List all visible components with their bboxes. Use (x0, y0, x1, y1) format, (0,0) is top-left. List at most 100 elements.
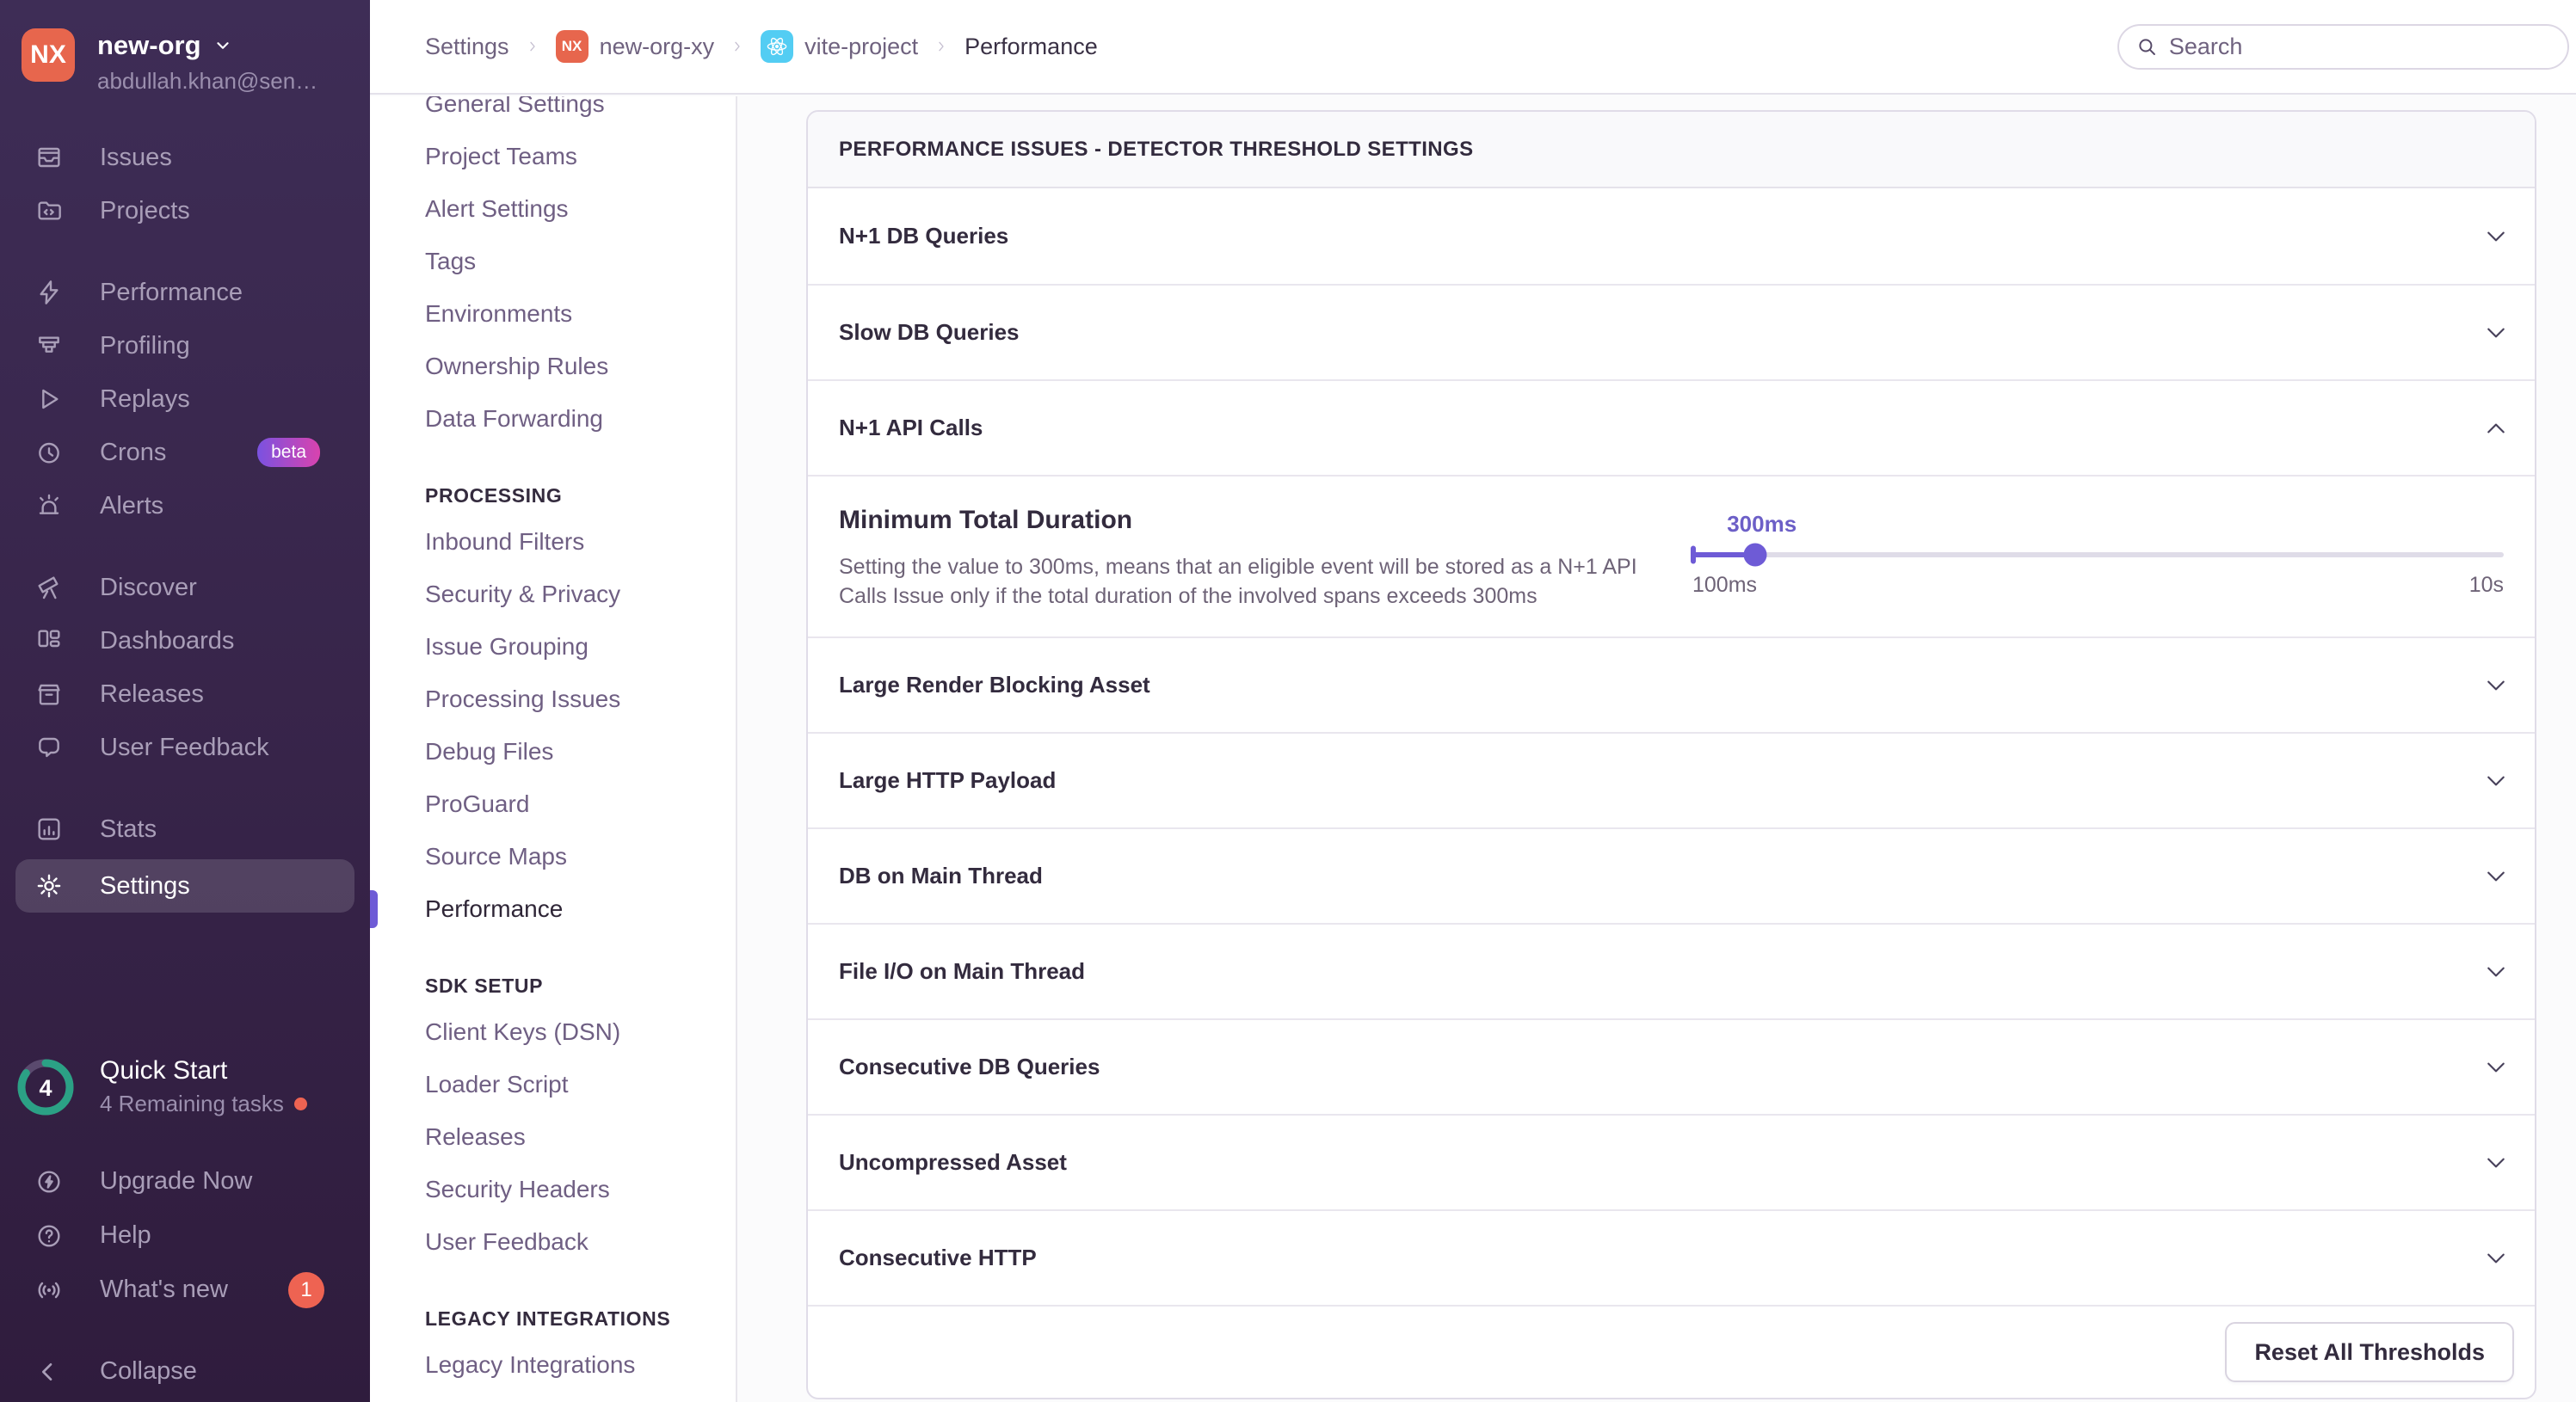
sidebar-item-crons[interactable]: Crons beta (0, 426, 370, 479)
settings-nav-processing-issues[interactable]: Processing Issues (425, 685, 621, 712)
sidebar-item-label: User Feedback (100, 733, 269, 761)
breadcrumb-current-page: Performance (964, 33, 1098, 59)
chevron-down-icon (2487, 967, 2505, 976)
quick-start-panel[interactable]: 4 Quick Start 4 Remaining tasks (0, 1056, 370, 1117)
notification-dot (293, 1098, 307, 1110)
accordion-row-db-on-main-thread[interactable]: DB on Main Thread (808, 827, 2535, 923)
react-project-icon (761, 30, 794, 63)
accordion-row-large-render-blocking-asset[interactable]: Large Render Blocking Asset (808, 636, 2535, 732)
sidebar-collapse-button[interactable]: Collapse (0, 1344, 370, 1399)
settings-nav-alert-settings[interactable]: Alert Settings (425, 194, 569, 222)
breadcrumb: Settings NX new-org-xy vite-project Perf… (425, 30, 1098, 63)
breadcrumb-settings[interactable]: Settings (425, 33, 509, 59)
slider-handle[interactable] (1743, 543, 1767, 567)
sidebar-item-issues[interactable]: Issues (0, 131, 370, 184)
row-label: N+1 API Calls (839, 415, 983, 440)
quick-start-progress-ring: 4 (17, 1059, 74, 1115)
settings-nav-performance[interactable]: Performance (425, 882, 736, 935)
settings-nav-proguard[interactable]: ProGuard (425, 790, 530, 817)
reset-all-thresholds-button[interactable]: Reset All Thresholds (2225, 1322, 2514, 1382)
breadcrumb-project[interactable]: vite-project (761, 30, 918, 63)
search-input[interactable] (2168, 33, 2550, 60)
settings-nav-source-maps[interactable]: Source Maps (425, 842, 567, 870)
settings-nav-security-headers[interactable]: Security Headers (425, 1175, 610, 1202)
org-avatar: NX (22, 28, 75, 82)
settings-nav-issue-grouping[interactable]: Issue Grouping (425, 632, 589, 660)
settings-nav-loader-script[interactable]: Loader Script (425, 1070, 569, 1098)
sidebar-item-user-feedback[interactable]: User Feedback (0, 721, 370, 774)
accordion-row-slow-db-queries[interactable]: Slow DB Queries (808, 284, 2535, 379)
sidebar-item-settings[interactable]: Settings (15, 859, 354, 913)
main-content: PERFORMANCE ISSUES - DETECTOR THRESHOLD … (737, 96, 2576, 1402)
sidebar-item-label: Alerts (100, 491, 164, 520)
dashboards-icon (38, 630, 60, 648)
chevron-down-icon (216, 42, 229, 49)
sidebar-item-projects[interactable]: Projects (0, 184, 370, 237)
slider-track[interactable] (1691, 543, 2504, 567)
settings-nav-environments[interactable]: Environments (425, 299, 573, 327)
chevron-down-icon (2487, 871, 2505, 881)
sidebar-item-stats[interactable]: Stats (0, 802, 370, 856)
replays-icon (42, 389, 59, 409)
settings-nav-data-forwarding[interactable]: Data Forwarding (425, 404, 603, 432)
accordion-row-large-http-payload[interactable]: Large HTTP Payload (808, 732, 2535, 827)
issues-icon (38, 147, 60, 168)
sidebar-item-help[interactable]: Help (0, 1208, 370, 1263)
sidebar-item-label: Collapse (100, 1357, 197, 1385)
breadcrumb-separator-icon (939, 41, 944, 52)
accordion-row-file-io-on-main-thread[interactable]: File I/O on Main Thread (808, 923, 2535, 1018)
settings-nav-inbound-filters[interactable]: Inbound Filters (425, 527, 585, 555)
row-label: N+1 DB Queries (839, 223, 1009, 249)
settings-nav-project-teams[interactable]: Project Teams (425, 142, 577, 169)
accordion-row-n1-db-queries[interactable]: N+1 DB Queries (808, 188, 2535, 284)
slider-fill (1692, 552, 1755, 557)
sidebar-item-profiling[interactable]: Profiling (0, 319, 370, 372)
sidebar-item-label: Settings (100, 871, 190, 900)
accordion-row-uncompressed-asset[interactable]: Uncompressed Asset (808, 1114, 2535, 1209)
sidebar-item-alerts[interactable]: Alerts (0, 479, 370, 532)
chevron-down-icon (2487, 1158, 2505, 1167)
slider-max-label: 10s (2468, 573, 2504, 597)
crons-icon (39, 442, 59, 464)
settings-nav-security-privacy[interactable]: Security & Privacy (425, 580, 621, 607)
settings-nav-general-settings[interactable]: General Settings (425, 96, 605, 117)
settings-nav-user-feedback[interactable]: User Feedback (425, 1227, 589, 1255)
alerts-icon (39, 494, 59, 514)
upgrade-icon (38, 1170, 60, 1193)
chevron-up-icon (2487, 423, 2505, 433)
org-avatar-initials: NX (30, 40, 66, 69)
profiling-icon (39, 336, 59, 353)
accordion-row-consecutive-http[interactable]: Consecutive HTTP (808, 1209, 2535, 1305)
quick-start-count: 4 (39, 1075, 52, 1101)
settings-secondary-nav: General Settings Project Teams Alert Set… (370, 96, 737, 1402)
accordion-row-n1-api-calls[interactable]: N+1 API Calls (808, 379, 2535, 475)
settings-nav-ownership-rules[interactable]: Ownership Rules (425, 352, 609, 379)
sidebar-item-replays[interactable]: Replays (0, 372, 370, 426)
chevron-down-icon (2487, 328, 2505, 337)
sidebar-item-releases[interactable]: Releases (0, 667, 370, 721)
sidebar-item-dashboards[interactable]: Dashboards (0, 614, 370, 667)
org-user-email: abdullah.khan@sen… (97, 68, 318, 94)
settings-nav-client-keys[interactable]: Client Keys (DSN) (425, 1018, 621, 1045)
sidebar-item-discover[interactable]: Discover (0, 561, 370, 614)
discover-icon (38, 576, 59, 600)
settings-nav-tags[interactable]: Tags (425, 247, 477, 274)
breadcrumb-organization[interactable]: NX new-org-xy (555, 30, 714, 63)
sidebar-item-performance[interactable]: Performance (0, 266, 370, 319)
broadcast-icon (38, 1282, 60, 1298)
org-switcher[interactable]: NX new-org abdullah.khan@sen… (0, 0, 370, 95)
sidebar-item-whats-new[interactable]: What's new 1 (0, 1263, 370, 1317)
settings-nav-releases[interactable]: Releases (425, 1122, 526, 1150)
panel-header: PERFORMANCE ISSUES - DETECTOR THRESHOLD … (808, 112, 2535, 188)
performance-icon (40, 280, 59, 304)
settings-nav-legacy-integrations[interactable]: Legacy Integrations (425, 1350, 636, 1378)
search-icon (2139, 38, 2155, 55)
sidebar-item-upgrade-now[interactable]: Upgrade Now (0, 1154, 370, 1208)
settings-nav-debug-files[interactable]: Debug Files (425, 737, 554, 765)
row-label: Large Render Blocking Asset (839, 672, 1150, 698)
search-bar[interactable] (2117, 23, 2569, 70)
settings-nav-heading-sdk-setup: SDK SETUP (425, 974, 544, 997)
accordion-row-consecutive-db-queries[interactable]: Consecutive DB Queries (808, 1018, 2535, 1114)
stats-icon (38, 818, 60, 840)
sidebar-item-label: Replays (100, 384, 190, 413)
